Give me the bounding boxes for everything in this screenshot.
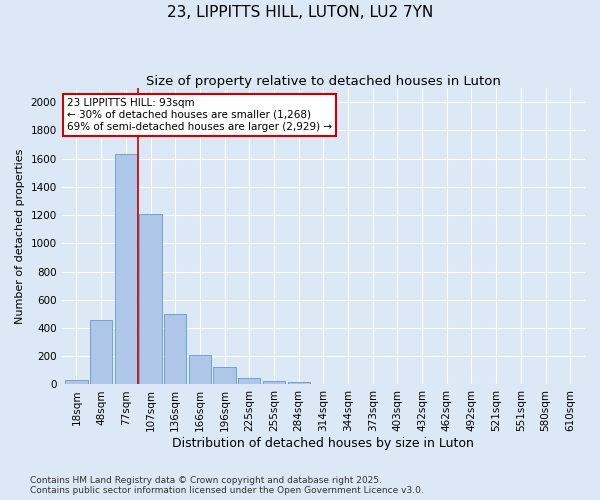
Bar	[238, 378, 260, 384]
Text: 23 LIPPITTS HILL: 93sqm
← 30% of detached houses are smaller (1,268)
69% of semi: 23 LIPPITTS HILL: 93sqm ← 30% of detache…	[67, 98, 332, 132]
Text: 23, LIPPITTS HILL, LUTON, LU2 7YN: 23, LIPPITTS HILL, LUTON, LU2 7YN	[167, 5, 433, 20]
Text: Contains HM Land Registry data © Crown copyright and database right 2025.
Contai: Contains HM Land Registry data © Crown c…	[30, 476, 424, 495]
Title: Size of property relative to detached houses in Luton: Size of property relative to detached ho…	[146, 75, 501, 88]
Bar	[189, 355, 211, 384]
Bar	[263, 381, 285, 384]
Bar	[115, 154, 137, 384]
X-axis label: Distribution of detached houses by size in Luton: Distribution of detached houses by size …	[172, 437, 474, 450]
Y-axis label: Number of detached properties: Number of detached properties	[15, 148, 25, 324]
Bar	[164, 314, 187, 384]
Bar	[65, 380, 88, 384]
Bar	[90, 320, 112, 384]
Bar	[287, 382, 310, 384]
Bar	[214, 367, 236, 384]
Bar	[139, 214, 161, 384]
